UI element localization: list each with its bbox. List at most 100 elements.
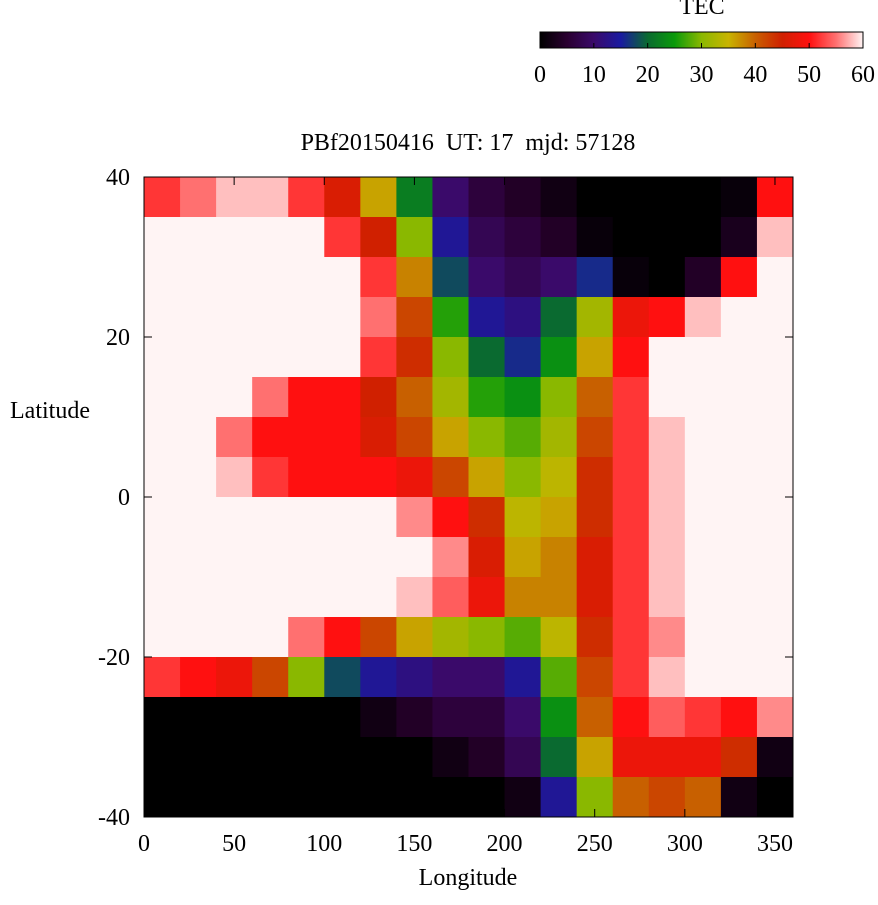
heat-cell bbox=[180, 657, 217, 698]
heat-cell bbox=[432, 697, 469, 738]
heat-cell bbox=[288, 537, 325, 578]
heat-cell bbox=[432, 457, 469, 498]
heat-cell bbox=[756, 337, 794, 378]
heat-cell bbox=[756, 737, 794, 778]
heat-cell bbox=[288, 737, 325, 778]
colorbar-label: TEC bbox=[679, 0, 724, 20]
heat-cell bbox=[252, 577, 289, 618]
heat-cell bbox=[144, 457, 181, 498]
heat-cell bbox=[684, 297, 722, 338]
y-tick-label: -20 bbox=[98, 645, 130, 671]
heat-cell bbox=[612, 537, 650, 578]
heat-cell bbox=[432, 257, 469, 298]
heat-cell bbox=[612, 377, 650, 418]
y-tick-label: 0 bbox=[118, 485, 130, 511]
heat-cell bbox=[576, 417, 614, 458]
x-axis-label: Longitude bbox=[419, 865, 518, 891]
heat-cell bbox=[180, 777, 217, 818]
heat-cell bbox=[252, 377, 289, 418]
heat-cell bbox=[216, 337, 253, 378]
heat-cell bbox=[612, 417, 650, 458]
y-tick-label: 20 bbox=[106, 325, 130, 351]
heat-cell bbox=[576, 537, 614, 578]
heat-cell bbox=[720, 217, 758, 258]
x-tick-label: 0 bbox=[138, 831, 150, 857]
heat-cell bbox=[288, 617, 325, 658]
heat-cell bbox=[468, 497, 506, 538]
heat-cell bbox=[756, 217, 794, 258]
heat-cell bbox=[252, 737, 289, 778]
heat-cell bbox=[720, 177, 758, 218]
heat-cell bbox=[324, 337, 361, 378]
heat-cell bbox=[180, 577, 217, 618]
heat-cell bbox=[144, 417, 181, 458]
heat-cell bbox=[540, 537, 578, 578]
heat-cell bbox=[720, 537, 758, 578]
heat-cell bbox=[324, 737, 361, 778]
heat-cell bbox=[756, 417, 794, 458]
colorbar-tick-label: 50 bbox=[797, 62, 821, 88]
heat-cell bbox=[360, 697, 397, 738]
heat-cell bbox=[720, 617, 758, 658]
heat-cell bbox=[684, 257, 722, 298]
heat-cell bbox=[288, 417, 325, 458]
heat-cell bbox=[504, 617, 542, 658]
heat-cell bbox=[144, 177, 181, 218]
heat-cell bbox=[396, 457, 433, 498]
heat-cell bbox=[684, 617, 722, 658]
heat-cell bbox=[216, 697, 253, 738]
heat-cell bbox=[144, 617, 181, 658]
heat-cell bbox=[144, 497, 181, 538]
heat-cell bbox=[324, 617, 361, 658]
heat-cell bbox=[360, 177, 397, 218]
heat-cell bbox=[504, 217, 542, 258]
heat-cell bbox=[396, 577, 433, 618]
heat-cell bbox=[324, 777, 361, 818]
heat-cell bbox=[180, 417, 217, 458]
heat-cell bbox=[324, 537, 361, 578]
heat-cell bbox=[432, 417, 469, 458]
heat-cell bbox=[180, 537, 217, 578]
heat-cell bbox=[144, 537, 181, 578]
heat-cell bbox=[648, 657, 686, 698]
heat-cell bbox=[684, 337, 722, 378]
heat-cell bbox=[468, 457, 506, 498]
heat-cell bbox=[648, 697, 686, 738]
heat-cell bbox=[360, 457, 397, 498]
heat-cell bbox=[612, 297, 650, 338]
x-tick-label: 100 bbox=[306, 831, 342, 857]
heat-cell bbox=[648, 577, 686, 618]
heat-cell bbox=[288, 497, 325, 538]
heat-cell bbox=[576, 497, 614, 538]
heat-cell bbox=[468, 777, 506, 818]
heat-cell bbox=[576, 577, 614, 618]
heat-cell bbox=[360, 737, 397, 778]
heat-cell bbox=[180, 337, 217, 378]
heat-cell bbox=[252, 337, 289, 378]
heat-cell bbox=[396, 697, 433, 738]
heat-cell bbox=[432, 657, 469, 698]
heat-cell bbox=[360, 257, 397, 298]
heat-cell bbox=[684, 177, 722, 218]
heat-cell bbox=[648, 257, 686, 298]
heat-cell bbox=[720, 577, 758, 618]
heat-cell bbox=[468, 337, 506, 378]
x-tick-label: 200 bbox=[487, 831, 523, 857]
heat-cell bbox=[540, 457, 578, 498]
heat-cell bbox=[432, 497, 469, 538]
heat-cell bbox=[288, 577, 325, 618]
x-tick-label: 250 bbox=[577, 831, 613, 857]
heat-cell bbox=[216, 617, 253, 658]
heat-cell bbox=[540, 777, 578, 818]
heat-cell bbox=[504, 417, 542, 458]
heat-cell bbox=[504, 457, 542, 498]
heat-cell bbox=[288, 297, 325, 338]
heat-cell bbox=[216, 377, 253, 418]
heat-cell bbox=[432, 737, 469, 778]
heat-cell bbox=[576, 737, 614, 778]
heat-cell bbox=[468, 537, 506, 578]
heat-cell bbox=[540, 417, 578, 458]
heat-cell bbox=[324, 497, 361, 538]
